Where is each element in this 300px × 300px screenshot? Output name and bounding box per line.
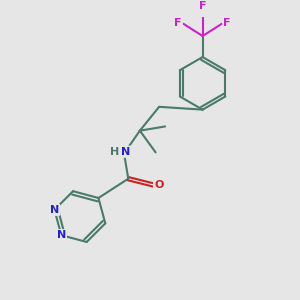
Text: F: F [199,1,206,11]
Text: H: H [110,147,119,157]
Text: O: O [154,180,164,190]
Text: N: N [121,147,130,157]
Text: F: F [174,18,182,28]
Text: N: N [57,230,66,240]
Text: N: N [50,205,59,215]
Text: F: F [224,18,231,28]
